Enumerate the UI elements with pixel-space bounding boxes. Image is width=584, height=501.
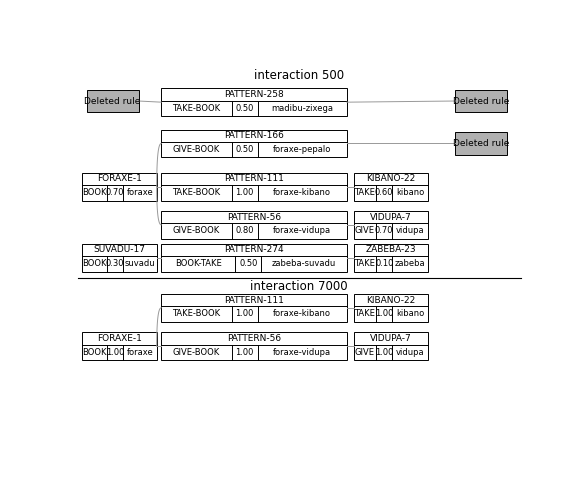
Text: FORAXE-1: FORAXE-1 <box>97 174 142 183</box>
Text: GIVE-BOOK: GIVE-BOOK <box>173 226 220 235</box>
Text: 0.50: 0.50 <box>235 104 254 113</box>
Text: GIVE-BOOK: GIVE-BOOK <box>173 145 220 154</box>
Text: TAKE-BOOK: TAKE-BOOK <box>172 104 221 113</box>
Text: GIVE: GIVE <box>355 348 375 357</box>
Text: KIBANO-22: KIBANO-22 <box>366 296 416 305</box>
Text: BOOK-TAKE: BOOK-TAKE <box>175 259 222 268</box>
Text: PATTERN-166: PATTERN-166 <box>224 131 284 140</box>
Text: 0.70: 0.70 <box>375 226 394 235</box>
Text: PATTERN-111: PATTERN-111 <box>224 296 284 305</box>
Text: TAKE: TAKE <box>354 310 376 319</box>
Text: VIDUPA-7: VIDUPA-7 <box>370 212 412 221</box>
Text: 0.10: 0.10 <box>375 259 394 268</box>
Text: PATTERN-274: PATTERN-274 <box>224 245 284 255</box>
Bar <box>456 132 507 155</box>
Text: 0.60: 0.60 <box>375 188 394 197</box>
Bar <box>354 333 428 360</box>
Text: madibu-zixega: madibu-zixega <box>272 104 333 113</box>
Text: Deleted rule: Deleted rule <box>85 97 141 106</box>
Text: PATTERN-111: PATTERN-111 <box>224 174 284 183</box>
Text: FORAXE-1: FORAXE-1 <box>97 334 142 343</box>
Bar <box>161 130 347 157</box>
Text: 0.30: 0.30 <box>106 259 124 268</box>
Text: foraxe-kibano: foraxe-kibano <box>273 188 331 197</box>
Bar <box>354 294 428 322</box>
Text: interaction 7000: interaction 7000 <box>251 280 348 293</box>
Text: 0.70: 0.70 <box>106 188 124 197</box>
Bar <box>354 244 428 272</box>
Bar <box>354 173 428 200</box>
Text: PATTERN-56: PATTERN-56 <box>227 334 281 343</box>
Text: 1.00: 1.00 <box>375 348 394 357</box>
Bar <box>82 244 157 272</box>
Text: BOOK: BOOK <box>82 348 107 357</box>
Text: TAKE-BOOK: TAKE-BOOK <box>172 310 221 319</box>
Text: 1.00: 1.00 <box>235 348 254 357</box>
Text: TAKE: TAKE <box>354 259 376 268</box>
Text: 1.00: 1.00 <box>235 188 254 197</box>
Bar <box>161 244 347 272</box>
Bar <box>456 90 507 112</box>
Text: kibano: kibano <box>396 188 425 197</box>
Text: 0.50: 0.50 <box>239 259 258 268</box>
Text: zabeba: zabeba <box>395 259 426 268</box>
Text: vidupa: vidupa <box>396 226 425 235</box>
Text: foraxe-vidupa: foraxe-vidupa <box>273 226 331 235</box>
Text: TAKE-BOOK: TAKE-BOOK <box>172 188 221 197</box>
Text: foraxe: foraxe <box>127 188 154 197</box>
Bar <box>161 173 347 200</box>
Bar <box>161 88 347 116</box>
Text: BOOK: BOOK <box>82 188 107 197</box>
Text: zabeba-suvadu: zabeba-suvadu <box>272 259 336 268</box>
Text: foraxe-pepalo: foraxe-pepalo <box>273 145 332 154</box>
Text: foraxe-vidupa: foraxe-vidupa <box>273 348 331 357</box>
Text: kibano: kibano <box>396 310 425 319</box>
Text: foraxe-kibano: foraxe-kibano <box>273 310 331 319</box>
Text: Deleted rule: Deleted rule <box>453 97 510 106</box>
Text: foraxe: foraxe <box>127 348 154 357</box>
Text: 0.80: 0.80 <box>235 226 254 235</box>
Text: vidupa: vidupa <box>396 348 425 357</box>
Text: PATTERN-258: PATTERN-258 <box>224 90 284 99</box>
Bar <box>161 333 347 360</box>
Text: 1.00: 1.00 <box>235 310 254 319</box>
Bar <box>354 211 428 239</box>
Text: 1.00: 1.00 <box>106 348 124 357</box>
Text: VIDUPA-7: VIDUPA-7 <box>370 334 412 343</box>
Bar <box>82 333 157 360</box>
Bar <box>86 90 138 112</box>
Text: interaction 500: interaction 500 <box>254 69 345 82</box>
Text: BOOK: BOOK <box>82 259 107 268</box>
Bar <box>161 294 347 322</box>
Text: GIVE: GIVE <box>355 226 375 235</box>
Text: 1.00: 1.00 <box>375 310 394 319</box>
Text: suvadu: suvadu <box>124 259 155 268</box>
Text: SUVADU-17: SUVADU-17 <box>93 245 145 255</box>
Text: Deleted rule: Deleted rule <box>453 139 510 148</box>
Bar <box>82 173 157 200</box>
Text: 0.50: 0.50 <box>235 145 254 154</box>
Text: GIVE-BOOK: GIVE-BOOK <box>173 348 220 357</box>
Text: PATTERN-56: PATTERN-56 <box>227 212 281 221</box>
Bar <box>161 211 347 239</box>
Text: ZABEBA-23: ZABEBA-23 <box>366 245 416 255</box>
Text: TAKE: TAKE <box>354 188 376 197</box>
Text: KIBANO-22: KIBANO-22 <box>366 174 416 183</box>
